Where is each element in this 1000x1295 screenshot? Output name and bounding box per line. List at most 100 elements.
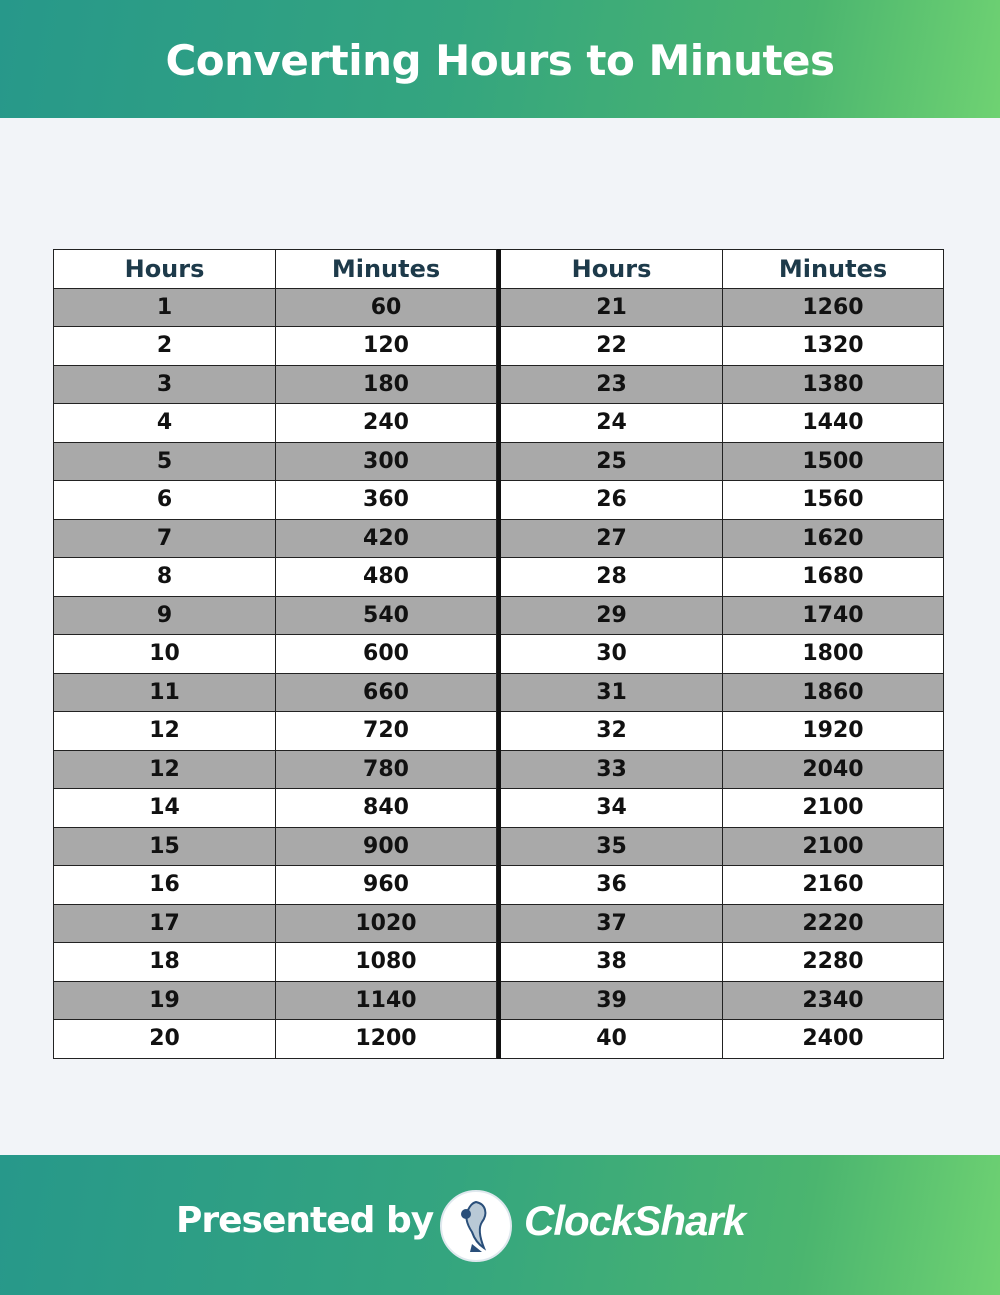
hours-cell: 9 [53, 595, 276, 635]
minutes-cell: 1800 [722, 634, 944, 674]
hours-cell: 33 [498, 749, 723, 789]
hours-cell: 15 [53, 826, 276, 866]
minutes-cell: 1740 [722, 595, 944, 635]
hours-cell: 4 [53, 403, 276, 443]
table-row: 35 2100 [498, 826, 944, 866]
hours-cell: 34 [498, 788, 723, 828]
minutes-cell: 840 [275, 788, 497, 828]
hours-cell: 21 [498, 287, 723, 327]
minutes-cell: 540 [275, 595, 497, 635]
brand-name: ClockShark [524, 1197, 746, 1244]
minutes-cell: 1860 [722, 672, 944, 712]
hours-cell: 37 [498, 903, 723, 943]
minutes-cell: 2340 [722, 980, 944, 1020]
column-header: Hours [498, 249, 723, 289]
minutes-cell: 480 [275, 557, 497, 597]
minutes-cell: 2400 [722, 1019, 944, 1059]
hours-cell: 6 [53, 480, 276, 520]
minutes-cell: 780 [275, 749, 497, 789]
minutes-cell: 2280 [722, 942, 944, 982]
table-row: 40 2400 [498, 1019, 944, 1059]
table-row: 7 420 [53, 518, 497, 558]
shark-logo-icon [440, 1190, 512, 1262]
minutes-cell: 1620 [722, 518, 944, 558]
minutes-cell: 660 [275, 672, 497, 712]
table-row: 23 1380 [498, 364, 944, 404]
table-row: 37 2220 [498, 903, 944, 943]
hours-cell: 23 [498, 364, 723, 404]
table-right: Hours Minutes 21 1260 22 1320 23 1380 24 1440 25… [497, 249, 944, 1059]
minutes-cell: 2220 [722, 903, 944, 943]
minutes-cell: 720 [275, 711, 497, 751]
hours-cell: 12 [53, 711, 276, 751]
minutes-cell: 1260 [722, 287, 944, 327]
table-row: 17 1020 [53, 903, 497, 943]
table-row: 12 720 [53, 711, 497, 751]
minutes-cell: 420 [275, 518, 497, 558]
minutes-cell: 1440 [722, 403, 944, 443]
table-row: 30 1800 [498, 634, 944, 674]
hours-cell: 25 [498, 441, 723, 481]
table-row: 1 60 [53, 287, 497, 327]
footer-banner: Presented by ClockShark [0, 1155, 1000, 1295]
minutes-cell: 300 [275, 441, 497, 481]
table-row: 22 1320 [498, 326, 944, 366]
hours-cell: 3 [53, 364, 276, 404]
hours-cell: 10 [53, 634, 276, 674]
table-row: 31 1860 [498, 672, 944, 712]
minutes-cell: 2100 [722, 788, 944, 828]
hours-cell: 11 [53, 672, 276, 712]
table-row: 27 1620 [498, 518, 944, 558]
minutes-cell: 240 [275, 403, 497, 443]
minutes-cell: 1080 [275, 942, 497, 982]
hours-cell: 14 [53, 788, 276, 828]
table-row: 38 2280 [498, 942, 944, 982]
minutes-cell: 1320 [722, 326, 944, 366]
table-row: 36 2160 [498, 865, 944, 905]
minutes-cell: 180 [275, 364, 497, 404]
table-row: 6 360 [53, 480, 497, 520]
table-row: 3 180 [53, 364, 497, 404]
table-row: 21 1260 [498, 287, 944, 327]
table-row: 20 1200 [53, 1019, 497, 1059]
hours-cell: 36 [498, 865, 723, 905]
minutes-cell: 600 [275, 634, 497, 674]
table-row: 29 1740 [498, 595, 944, 635]
table-row: 5 300 [53, 441, 497, 481]
column-header: Minutes [275, 249, 497, 289]
minutes-cell: 120 [275, 326, 497, 366]
hours-cell: 12 [53, 749, 276, 789]
hours-cell: 32 [498, 711, 723, 751]
minutes-cell: 1020 [275, 903, 497, 943]
minutes-cell: 2160 [722, 865, 944, 905]
hours-cell: 24 [498, 403, 723, 443]
table-row: 28 1680 [498, 557, 944, 597]
page-title: Converting Hours to Minutes [165, 36, 835, 85]
hours-cell: 28 [498, 557, 723, 597]
table-row: 15 900 [53, 826, 497, 866]
table-row: 12 780 [53, 749, 497, 789]
table-row: 14 840 [53, 788, 497, 828]
table-row: 39 2340 [498, 980, 944, 1020]
minutes-cell: 1140 [275, 980, 497, 1020]
minutes-cell: 1560 [722, 480, 944, 520]
hours-cell: 22 [498, 326, 723, 366]
minutes-cell: 60 [275, 287, 497, 327]
table-row: 11 660 [53, 672, 497, 712]
minutes-cell: 360 [275, 480, 497, 520]
conversion-table: Hours Minutes 1 60 2 120 3 180 4 240 5 300 6 360 7 42… [53, 249, 944, 1059]
hours-cell: 29 [498, 595, 723, 635]
minutes-cell: 1380 [722, 364, 944, 404]
hours-cell: 27 [498, 518, 723, 558]
hours-cell: 39 [498, 980, 723, 1020]
table-row: 34 2100 [498, 788, 944, 828]
table-row: 2 120 [53, 326, 497, 366]
minutes-cell: 960 [275, 865, 497, 905]
minutes-cell: 1200 [275, 1019, 497, 1059]
header-banner: Converting Hours to Minutes [0, 0, 1000, 118]
hours-cell: 31 [498, 672, 723, 712]
table-row: 19 1140 [53, 980, 497, 1020]
hours-cell: 1 [53, 287, 276, 327]
hours-cell: 26 [498, 480, 723, 520]
minutes-cell: 2100 [722, 826, 944, 866]
